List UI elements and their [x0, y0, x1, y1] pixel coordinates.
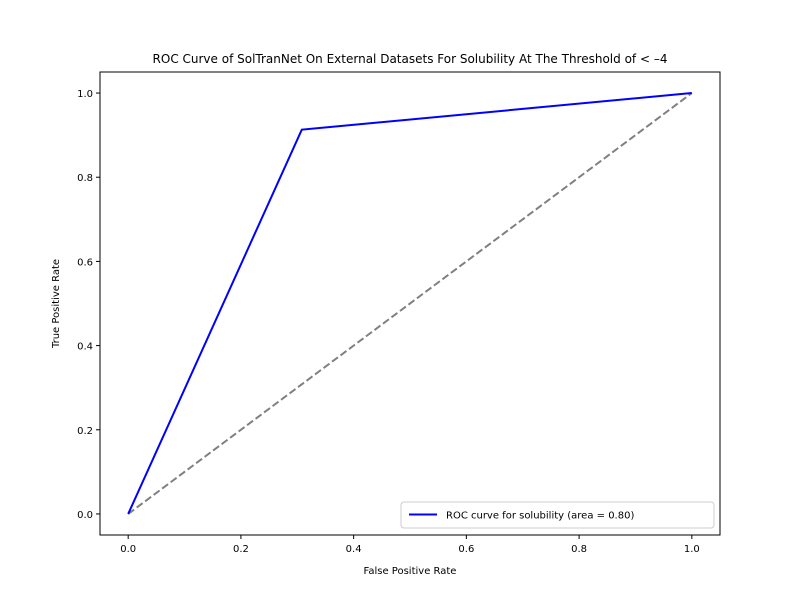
- plot-area: [127, 92, 693, 515]
- x-tick-label: 0.4: [346, 544, 362, 555]
- x-tick-label: 0.6: [458, 544, 474, 555]
- y-tick-label: 0.0: [77, 510, 93, 521]
- plot-frame: [99, 71, 721, 536]
- x-axis: 0.0 0.2 0.4 0.6 0.8 1.0: [120, 535, 700, 555]
- y-axis-label: True Positive Rate: [51, 259, 62, 349]
- chart-title: ROC Curve of SolTranNet On External Data…: [153, 52, 668, 66]
- x-axis-label: False Positive Rate: [364, 566, 457, 577]
- legend: ROC curve for solubility (area = 0.80): [400, 501, 715, 529]
- y-tick-label: 1.0: [77, 89, 93, 100]
- legend-box: [400, 501, 715, 529]
- x-tick-label: 0.0: [120, 544, 136, 555]
- y-tick-label: 0.2: [77, 426, 93, 437]
- x-tick-label: 1.0: [684, 544, 700, 555]
- y-axis: 0.0 0.2 0.4 0.6 0.8 1.0: [77, 89, 100, 521]
- x-tick-label: 0.8: [571, 544, 587, 555]
- roc-curve-line: [127, 92, 692, 515]
- y-tick-label: 0.8: [77, 173, 93, 184]
- legend-label: ROC curve for solubility (area = 0.80): [446, 511, 634, 522]
- x-tick-label: 0.2: [233, 544, 249, 555]
- y-tick-label: 0.4: [77, 342, 93, 353]
- y-tick-label: 0.6: [77, 257, 93, 268]
- reference-diagonal-line: [127, 92, 693, 515]
